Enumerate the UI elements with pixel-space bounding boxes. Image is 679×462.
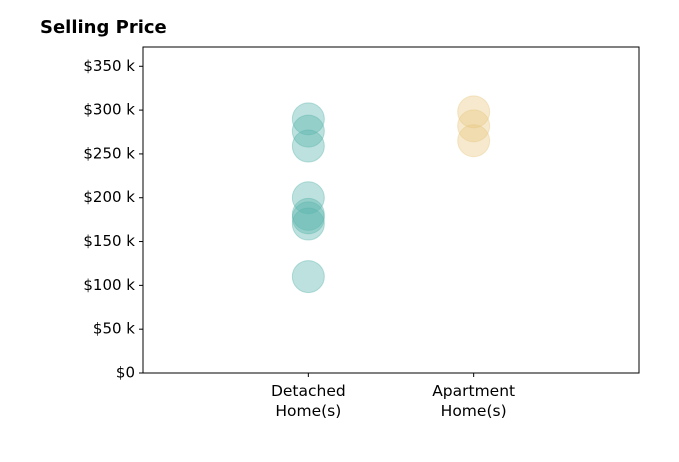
x-tick-label: Detached Home(s) <box>270 382 346 420</box>
point <box>291 129 325 163</box>
point <box>457 95 491 129</box>
point <box>291 102 325 136</box>
y-tick-label: $250 k <box>83 144 135 162</box>
point <box>291 260 325 294</box>
point <box>457 124 491 158</box>
x-tick-label: Apartment Home(s) <box>432 382 516 420</box>
point <box>291 181 325 215</box>
point <box>291 114 325 148</box>
y-tick-label: $100 k <box>83 276 135 294</box>
chart-title: Selling Price <box>40 17 167 38</box>
y-tick-label: $350 k <box>83 57 135 75</box>
point <box>457 109 491 143</box>
y-tick-label: $200 k <box>83 188 135 206</box>
y-tick-label: $0 <box>116 364 135 382</box>
plot-frame <box>142 46 640 374</box>
y-tick-label: $50 k <box>93 320 135 338</box>
y-tick-label: $300 k <box>83 101 135 119</box>
point <box>291 201 325 235</box>
point <box>291 197 325 231</box>
point <box>291 207 325 241</box>
y-tick-label: $150 k <box>83 232 135 250</box>
